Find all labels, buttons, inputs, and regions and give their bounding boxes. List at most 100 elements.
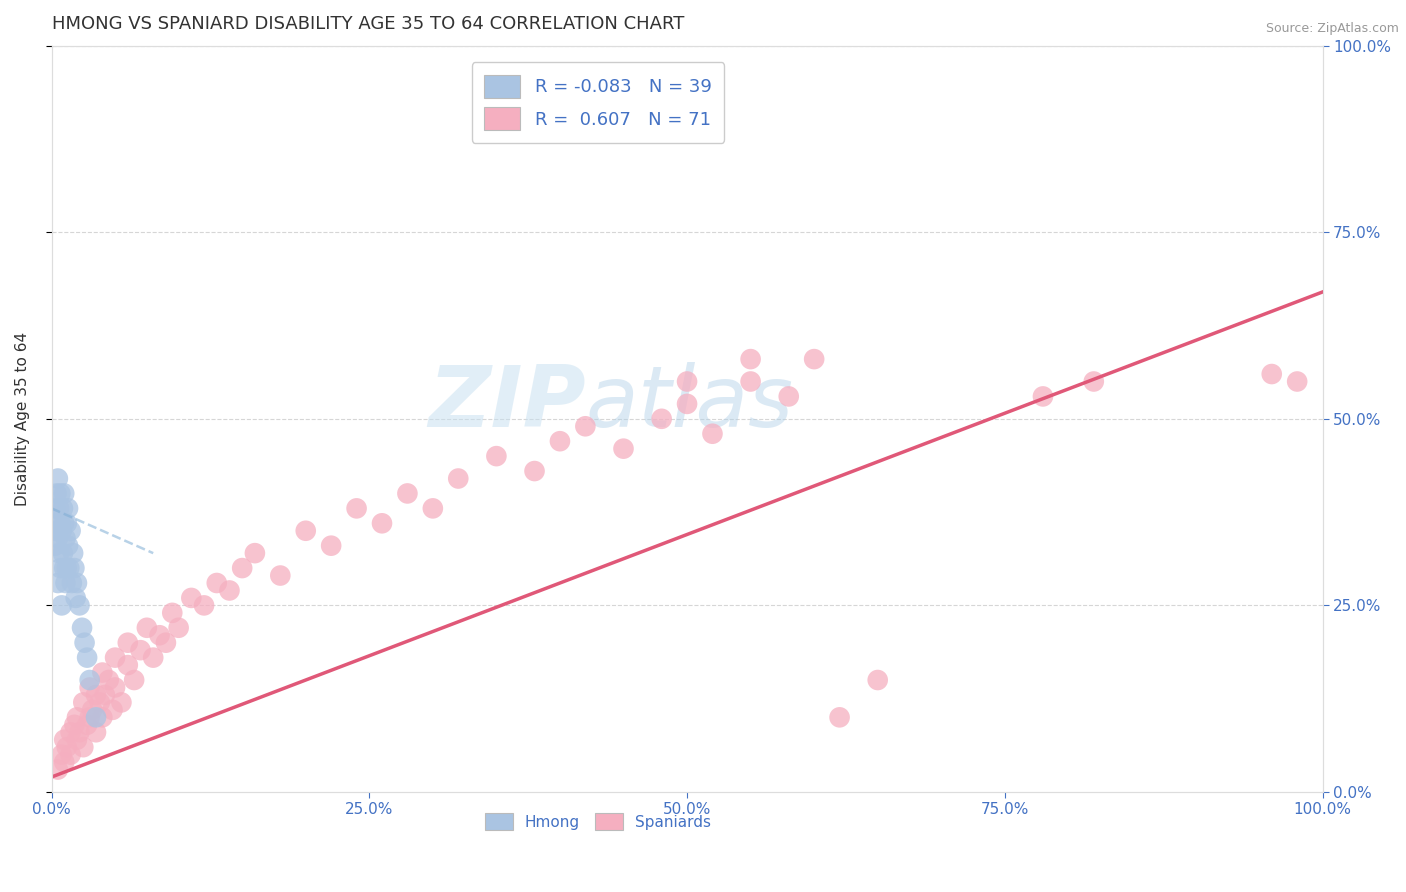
Point: [82, 703, 104, 717]
Point: [122, 673, 145, 687]
Point: [62, 546, 84, 560]
Point: [1261, 367, 1284, 381]
Point: [89, 695, 111, 709]
Point: [42, 524, 65, 538]
Point: [676, 375, 699, 389]
Point: [53, 561, 76, 575]
Point: [94, 688, 117, 702]
Point: [1032, 389, 1054, 403]
Point: [45, 516, 67, 531]
Point: [828, 710, 851, 724]
Point: [44, 501, 66, 516]
Point: [49, 516, 72, 531]
Point: [51, 524, 73, 538]
Point: [447, 471, 470, 485]
Point: [56, 539, 79, 553]
Point: [46, 531, 69, 545]
Point: [66, 576, 89, 591]
Point: [58, 561, 80, 575]
Point: [53, 755, 76, 769]
Point: [778, 389, 800, 403]
Point: [65, 591, 87, 605]
Point: [97, 673, 120, 687]
Point: [49, 561, 72, 575]
Point: [740, 352, 762, 367]
Text: ZIP: ZIP: [427, 362, 585, 445]
Point: [59, 524, 82, 538]
Point: [651, 412, 673, 426]
Point: [321, 539, 343, 553]
Point: [48, 501, 70, 516]
Point: [66, 732, 89, 747]
Legend: Hmong, Spaniards: Hmong, Spaniards: [479, 806, 717, 837]
Point: [76, 650, 98, 665]
Point: [803, 352, 825, 367]
Point: [69, 725, 91, 739]
Point: [51, 599, 73, 613]
Point: [51, 747, 73, 762]
Point: [66, 710, 89, 724]
Point: [135, 621, 157, 635]
Point: [574, 419, 596, 434]
Point: [155, 636, 177, 650]
Point: [84, 688, 107, 702]
Point: [73, 636, 96, 650]
Point: [142, 650, 165, 665]
Point: [104, 681, 127, 695]
Point: [193, 599, 215, 613]
Point: [129, 643, 152, 657]
Point: [84, 710, 107, 724]
Point: [205, 576, 228, 591]
Point: [91, 665, 114, 680]
Point: [740, 375, 762, 389]
Point: [72, 695, 94, 709]
Point: [218, 583, 240, 598]
Text: HMONG VS SPANIARD DISABILITY AGE 35 TO 64 CORRELATION CHART: HMONG VS SPANIARD DISABILITY AGE 35 TO 6…: [52, 15, 683, 33]
Point: [79, 673, 101, 687]
Point: [396, 486, 419, 500]
Point: [117, 636, 139, 650]
Point: [91, 710, 114, 724]
Point: [162, 606, 184, 620]
Point: [167, 621, 190, 635]
Point: [866, 673, 889, 687]
Point: [63, 718, 86, 732]
Point: [1083, 375, 1105, 389]
Point: [702, 426, 724, 441]
Point: [148, 628, 170, 642]
Point: [117, 658, 139, 673]
Point: [46, 763, 69, 777]
Point: [101, 703, 124, 717]
Point: [269, 568, 291, 582]
Point: [523, 464, 546, 478]
Point: [53, 732, 76, 747]
Point: [79, 681, 101, 695]
Point: [59, 747, 82, 762]
Point: [104, 650, 127, 665]
Point: [55, 516, 77, 531]
Y-axis label: Disability Age 35 to 64: Disability Age 35 to 64: [15, 332, 30, 506]
Point: [46, 576, 69, 591]
Point: [84, 725, 107, 739]
Point: [55, 740, 77, 755]
Point: [69, 599, 91, 613]
Point: [45, 486, 67, 500]
Point: [52, 501, 75, 516]
Point: [485, 449, 508, 463]
Point: [46, 471, 69, 485]
Point: [48, 546, 70, 560]
Point: [346, 501, 368, 516]
Point: [55, 576, 77, 591]
Point: [44, 539, 66, 553]
Point: [180, 591, 202, 605]
Point: [49, 486, 72, 500]
Point: [52, 546, 75, 560]
Point: [59, 725, 82, 739]
Point: [371, 516, 394, 531]
Point: [612, 442, 634, 456]
Point: [55, 531, 77, 545]
Point: [548, 434, 571, 449]
Point: [60, 576, 83, 591]
Point: [79, 710, 101, 724]
Point: [63, 561, 86, 575]
